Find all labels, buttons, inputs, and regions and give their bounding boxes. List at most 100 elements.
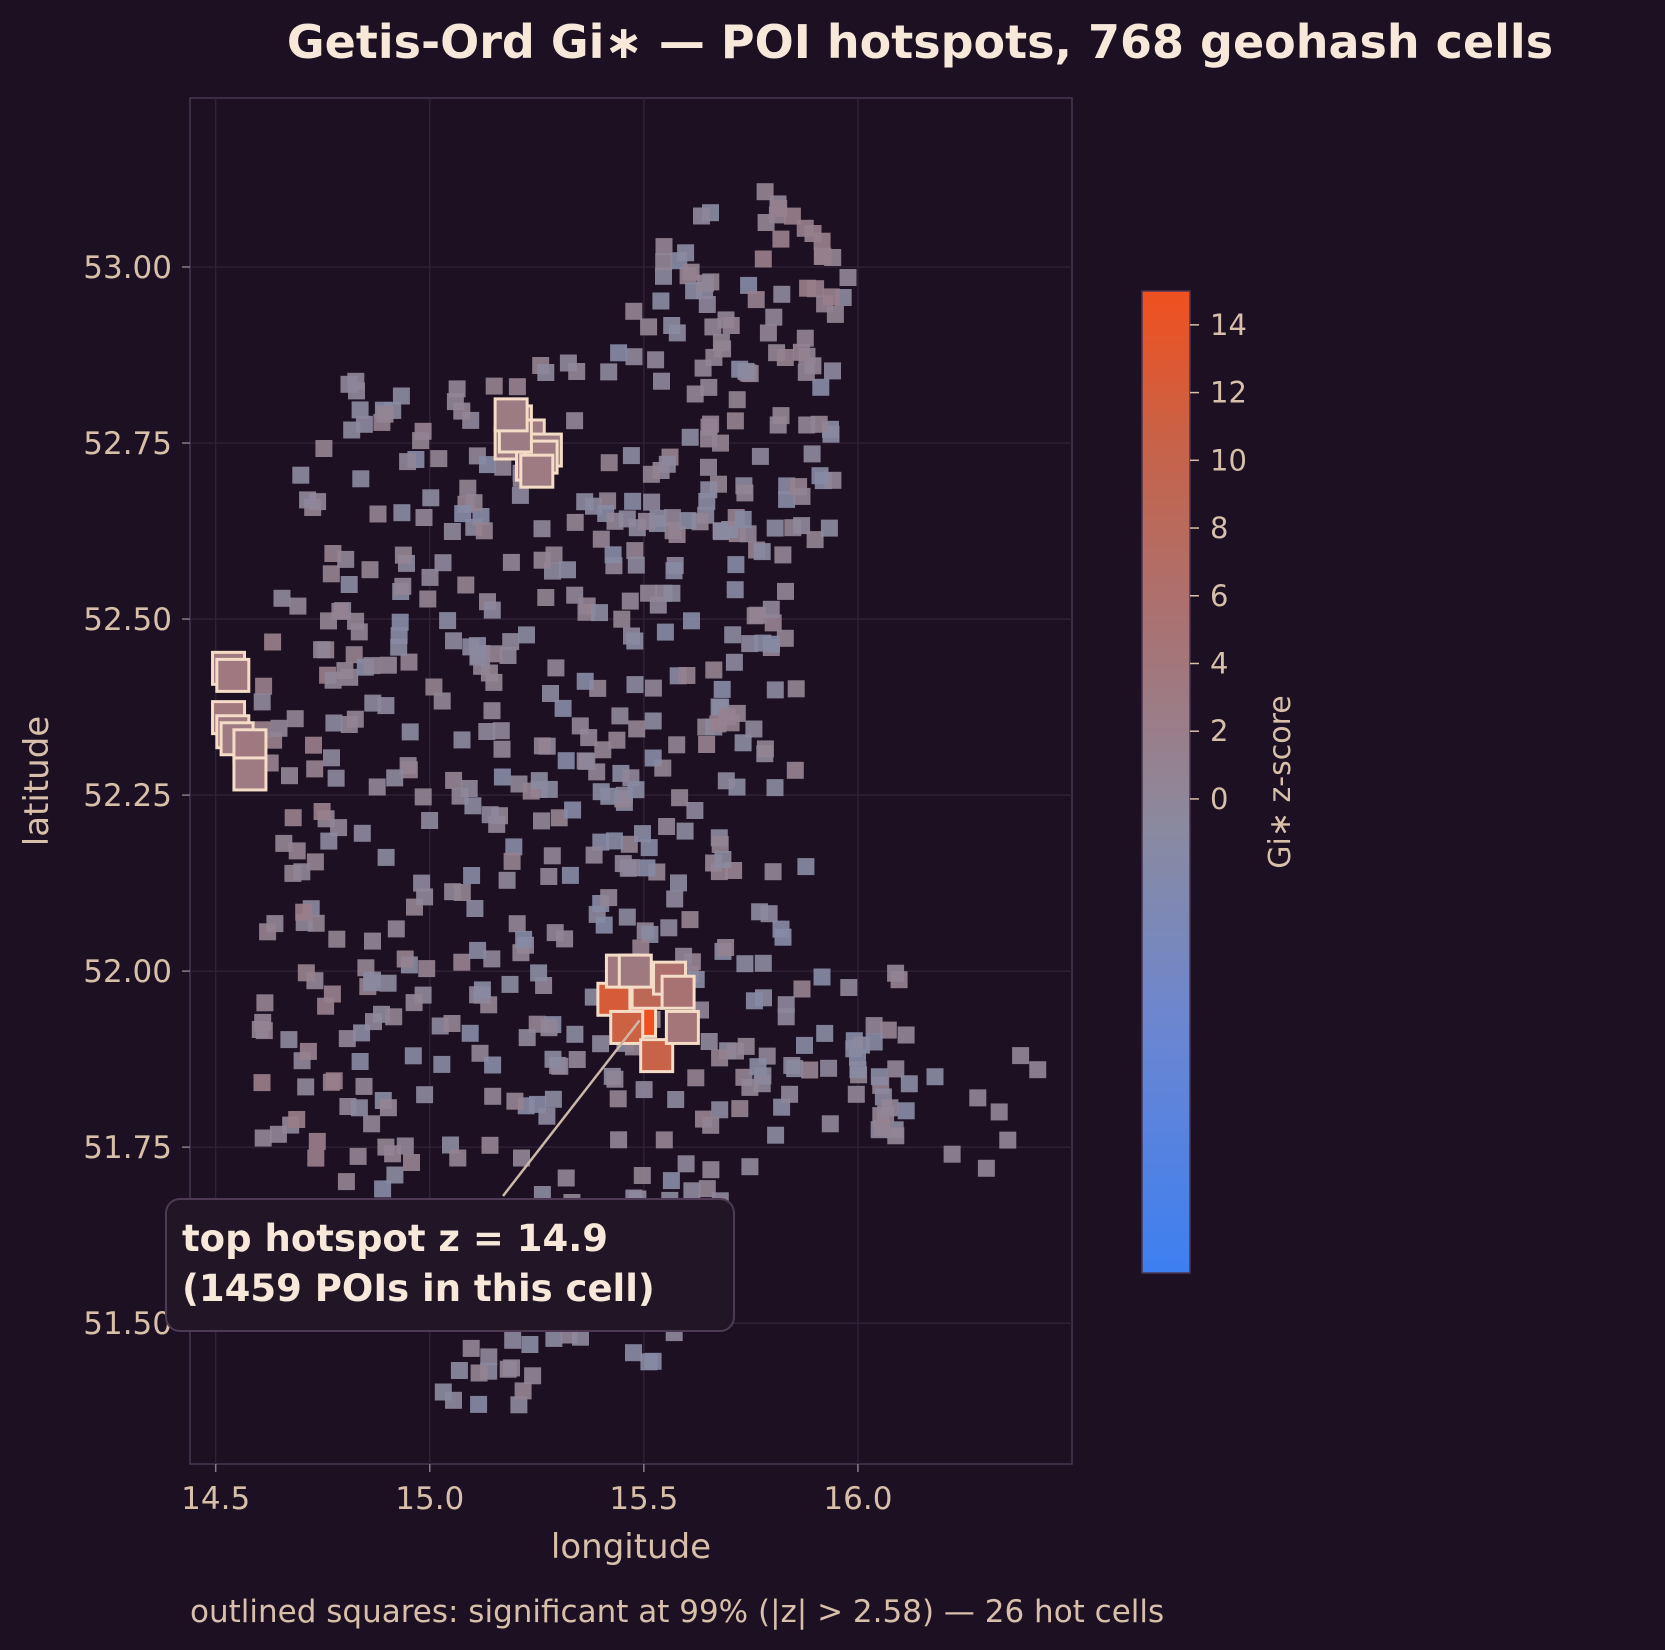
cell-marker: [470, 1395, 488, 1413]
cell-marker: [772, 230, 790, 248]
cell-marker: [594, 741, 612, 759]
cell-marker: [801, 1061, 819, 1079]
cell-marker: [600, 454, 618, 472]
cell-marker: [777, 582, 794, 600]
cell-marker: [714, 340, 732, 358]
significant-cell-marker: [215, 657, 251, 693]
cell-marker: [804, 225, 822, 242]
cell-marker: [640, 584, 658, 602]
cell-marker: [425, 678, 443, 696]
cell-marker: [355, 415, 373, 433]
cell-marker: [722, 317, 740, 334]
cell-marker: [364, 694, 382, 712]
cell-marker: [518, 626, 535, 644]
colorbar-tick-label: 4: [1210, 646, 1228, 680]
y-tick-label: 52.25: [83, 778, 172, 814]
cell-marker: [773, 285, 791, 303]
cell-marker: [313, 641, 331, 659]
cell-marker: [865, 1033, 883, 1051]
cell-marker: [478, 723, 496, 740]
cell-marker: [559, 561, 576, 579]
colorbar-tick-label: 0: [1210, 782, 1228, 816]
cell-marker: [793, 487, 811, 505]
cell-marker: [811, 467, 829, 485]
colorbar-ticks: 0 2 4 6 8 10 12 14: [1190, 308, 1247, 816]
cell-marker: [462, 638, 480, 656]
cell-marker: [865, 1017, 883, 1035]
cell-marker: [540, 868, 558, 885]
cell-marker: [793, 980, 811, 998]
cell-marker: [284, 864, 302, 882]
significant-cell-marker: [232, 756, 268, 792]
cell-marker: [634, 825, 651, 843]
cell-marker: [405, 994, 423, 1012]
cell-marker: [483, 601, 501, 619]
cell-marker: [770, 200, 788, 217]
cell-marker: [625, 302, 643, 320]
cell-marker: [713, 680, 731, 698]
cell-marker: [644, 1352, 662, 1370]
cell-marker: [622, 447, 640, 465]
cell-marker: [698, 736, 716, 753]
cell-marker: [626, 676, 644, 694]
cell-marker: [618, 510, 636, 528]
cell-marker: [926, 1068, 944, 1086]
cell-marker: [530, 964, 548, 982]
cell-marker: [702, 415, 720, 433]
cell-marker: [308, 1132, 326, 1150]
cell-marker: [327, 769, 345, 787]
cell-marker: [442, 1136, 459, 1154]
cell-marker: [734, 510, 752, 528]
cell-marker: [700, 430, 718, 448]
cell-marker: [683, 612, 700, 630]
cell-marker: [746, 607, 764, 625]
cell-marker: [717, 772, 735, 790]
cell-marker: [591, 604, 608, 622]
cell-marker: [806, 531, 824, 549]
cell-marker: [749, 1058, 767, 1076]
x-tick-label: 15.0: [395, 1481, 464, 1517]
cell-marker: [566, 513, 584, 531]
cell-marker: [635, 1081, 653, 1099]
cell-marker: [694, 359, 712, 377]
cell-marker: [524, 1367, 542, 1385]
cell-marker: [663, 317, 681, 334]
cell-marker: [626, 542, 644, 560]
cell-marker: [493, 768, 511, 786]
cell-marker: [745, 992, 763, 1010]
cell-marker: [374, 1180, 392, 1198]
cell-marker: [457, 576, 475, 594]
cell-marker: [273, 589, 291, 607]
cell-marker: [386, 1166, 404, 1184]
cell-marker: [270, 719, 288, 737]
cell-marker: [443, 1015, 461, 1032]
cell-marker: [566, 1025, 584, 1043]
cell-marker: [508, 378, 526, 396]
cell-marker: [463, 867, 481, 884]
cell-marker: [481, 806, 499, 824]
cell-marker: [977, 1159, 995, 1177]
cell-marker: [660, 919, 678, 937]
cell-marker: [741, 635, 759, 653]
cell-marker: [592, 833, 610, 851]
cell-marker: [275, 834, 293, 852]
cell-marker: [797, 363, 815, 381]
cell-marker: [515, 930, 533, 948]
cell-marker: [747, 291, 765, 309]
cell-marker: [766, 681, 784, 699]
cell-marker: [392, 387, 410, 405]
cell-marker: [658, 818, 676, 835]
cell-marker: [368, 778, 386, 796]
cell-marker: [847, 1085, 865, 1103]
cell-marker: [820, 519, 838, 537]
cell-marker: [281, 767, 298, 785]
cell-marker: [663, 509, 681, 527]
cell-marker: [448, 380, 466, 398]
cell-marker: [727, 556, 745, 574]
cell-marker: [299, 1042, 317, 1060]
cell-marker: [415, 509, 433, 526]
cell-marker: [849, 1061, 867, 1079]
cell-marker: [740, 276, 758, 294]
cell-marker: [494, 458, 512, 476]
cell-marker: [840, 979, 858, 996]
